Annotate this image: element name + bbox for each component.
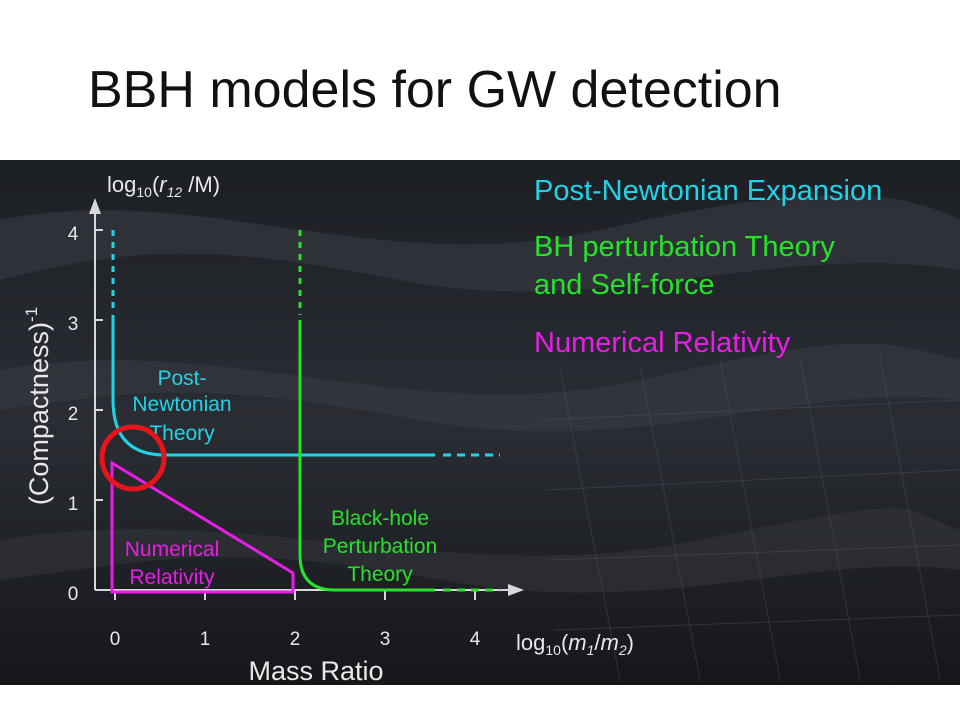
bh-region-label: Theory (347, 563, 413, 586)
bh-boundary (298, 320, 435, 592)
pn-region-label: Theory (149, 422, 215, 445)
y-ticks (95, 229, 103, 501)
x-axis-arrow-icon (508, 584, 524, 596)
highlight-circle (99, 424, 167, 492)
bh-region-label: Perturbation (323, 535, 437, 558)
legend-numerical-relativity: Numerical Relativity (534, 327, 791, 359)
legend-post-newtonian: Post-Newtonian Expansion (534, 175, 882, 207)
nr-boundary (110, 460, 295, 594)
y-tick-label: 0 (68, 584, 79, 605)
diagram-svg: 0 1 2 3 4 0 1 2 3 4 log10(r12 /M) (Compa… (0, 160, 960, 685)
pn-region-label: Post- (157, 367, 206, 390)
x-tick-label: 0 (110, 629, 121, 650)
y-tick-label: 3 (68, 314, 79, 335)
y-axis-arrow-icon (89, 198, 101, 214)
y-axis-label-top: log10(r12 /M) (107, 172, 220, 200)
y-tick-label: 2 (68, 404, 79, 425)
x-axis-label-right: log10(m1/m2) (516, 630, 634, 658)
y-tick-label: 1 (68, 494, 79, 515)
x-tick-label: 2 (290, 629, 301, 650)
background-waves (0, 195, 960, 593)
nr-region-label: Relativity (129, 566, 215, 589)
x-tick-label: 4 (470, 629, 481, 650)
y-axis-label-side: (Compactness)-1 (22, 307, 54, 505)
x-tick-label: 3 (380, 629, 391, 650)
y-tick-label: 4 (68, 224, 79, 245)
background-grid (539, 355, 960, 681)
legend-bh-perturbation: BH perturbation Theory (534, 231, 835, 263)
axes (94, 212, 510, 591)
bh-region (298, 230, 500, 592)
bh-region-label: Black-hole (331, 507, 429, 530)
x-axis-label-bottom: Mass Ratio (248, 656, 383, 685)
x-tick-label: 1 (200, 629, 211, 650)
legend-bh-perturbation: and Self-force (534, 269, 715, 301)
slide-title: BBH models for GW detection (88, 61, 782, 119)
diagram-panel: 0 1 2 3 4 0 1 2 3 4 log10(r12 /M) (Compa… (0, 160, 960, 685)
nr-region-label: Numerical (125, 538, 220, 561)
pn-region-label: Newtonian (132, 393, 231, 416)
